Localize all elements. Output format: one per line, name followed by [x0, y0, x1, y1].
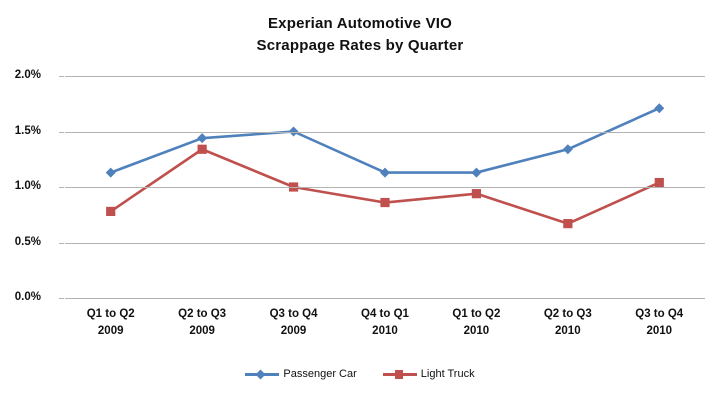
x-axis-line — [65, 298, 705, 299]
x-axis-tick-label: Q2 to Q3 2009 — [156, 306, 247, 354]
series-line — [109, 106, 661, 174]
y-axis-tick-label: 1.0% — [14, 180, 41, 192]
data-point-marker — [197, 133, 208, 144]
x-axis-tick-label-line: 2009 — [280, 325, 307, 337]
chart-title-line-2: Scrappage Rates by Quarter — [256, 37, 464, 54]
legend-marker-icon — [382, 368, 417, 380]
legend-diamond-icon — [255, 369, 266, 380]
x-axis-tick-label-line: Q2 to Q3 — [178, 308, 227, 320]
data-point-marker — [563, 219, 573, 229]
x-axis-tick-label-line: Q3 to Q4 — [635, 308, 684, 320]
x-axis-tick-label-line: 2010 — [646, 325, 673, 337]
data-point-marker — [197, 144, 207, 154]
gridline — [65, 131, 705, 133]
legend-label: Light Truck — [420, 368, 475, 380]
x-axis-tick-label: Q3 to Q4 2010 — [614, 306, 705, 354]
x-axis-tick-label: Q1 to Q2 2010 — [431, 306, 522, 354]
x-axis-tick-label: Q4 to Q1 2010 — [339, 306, 430, 354]
data-point-marker — [471, 189, 482, 199]
x-axis-tick-label-line: 2009 — [189, 325, 215, 337]
legend-label: Passenger Car — [283, 368, 357, 380]
x-axis-tick-label-line: 2010 — [555, 325, 581, 337]
y-axis-tick-mark — [59, 298, 64, 299]
x-axis-tick-label: Q3 to Q4 2009 — [248, 306, 339, 354]
x-axis-tick-label-line: 2010 — [463, 325, 490, 337]
data-point-marker — [380, 197, 390, 208]
data-point-marker — [654, 177, 664, 188]
legend-entry[interactable]: Passenger Car — [245, 368, 357, 380]
x-axis-tick-label-line: Q1 to Q2 — [86, 308, 135, 320]
data-point-marker — [562, 144, 573, 155]
x-axis-tick-label: Q1 to Q2 2009 — [65, 306, 156, 354]
x-axis-tick-label-line: Q1 to Q2 — [452, 308, 501, 320]
y-axis-tick-mark — [59, 131, 64, 133]
data-point-marker — [471, 167, 482, 178]
plot-area: 2.0% 1.5% 1.0% 0.5% 0.0% — [15, 69, 705, 303]
data-point-marker — [654, 103, 665, 114]
y-axis-tick-mark — [59, 242, 64, 244]
gridline — [65, 187, 705, 188]
chart-legend: Passenger Car Light Truck — [0, 368, 720, 380]
legend-marker-icon — [245, 368, 280, 380]
legend-square-icon — [394, 370, 404, 379]
x-axis-tick-label-line: Q3 to Q4 — [269, 308, 318, 320]
data-point-marker — [380, 167, 390, 178]
chart-title-line-1: Experian Automotive VIO — [267, 15, 453, 32]
legend-entry[interactable]: Light Truck — [382, 368, 475, 380]
data-point-marker — [105, 167, 116, 178]
y-axis-tick-mark — [59, 187, 64, 188]
chart-title: Experian Automotive VIO Scrappage Rates … — [0, 13, 720, 57]
x-axis-tick-label-line: 2009 — [97, 325, 124, 337]
y-axis-tick-mark — [59, 76, 64, 77]
y-axis-tick-label: 1.5% — [14, 124, 41, 137]
gridline — [65, 76, 705, 77]
x-axis-tick-label-line: Q4 to Q1 — [361, 308, 409, 320]
x-axis-tick-label-line: Q2 to Q3 — [543, 308, 592, 320]
x-axis-tick-label-line: 2010 — [372, 325, 398, 337]
y-axis-tick-label: 0.5% — [14, 235, 41, 248]
data-point-marker — [106, 206, 116, 217]
y-axis-tick-label: 0.0% — [14, 291, 41, 303]
y-axis-tick-label: 2.0% — [14, 69, 41, 81]
gridline — [65, 242, 705, 244]
x-axis-tick-label: Q2 to Q3 2010 — [522, 306, 613, 354]
x-axis-labels: Q1 to Q2 2009 Q2 to Q3 2009 Q3 to Q4 2009 Q4 t… — [65, 306, 705, 354]
